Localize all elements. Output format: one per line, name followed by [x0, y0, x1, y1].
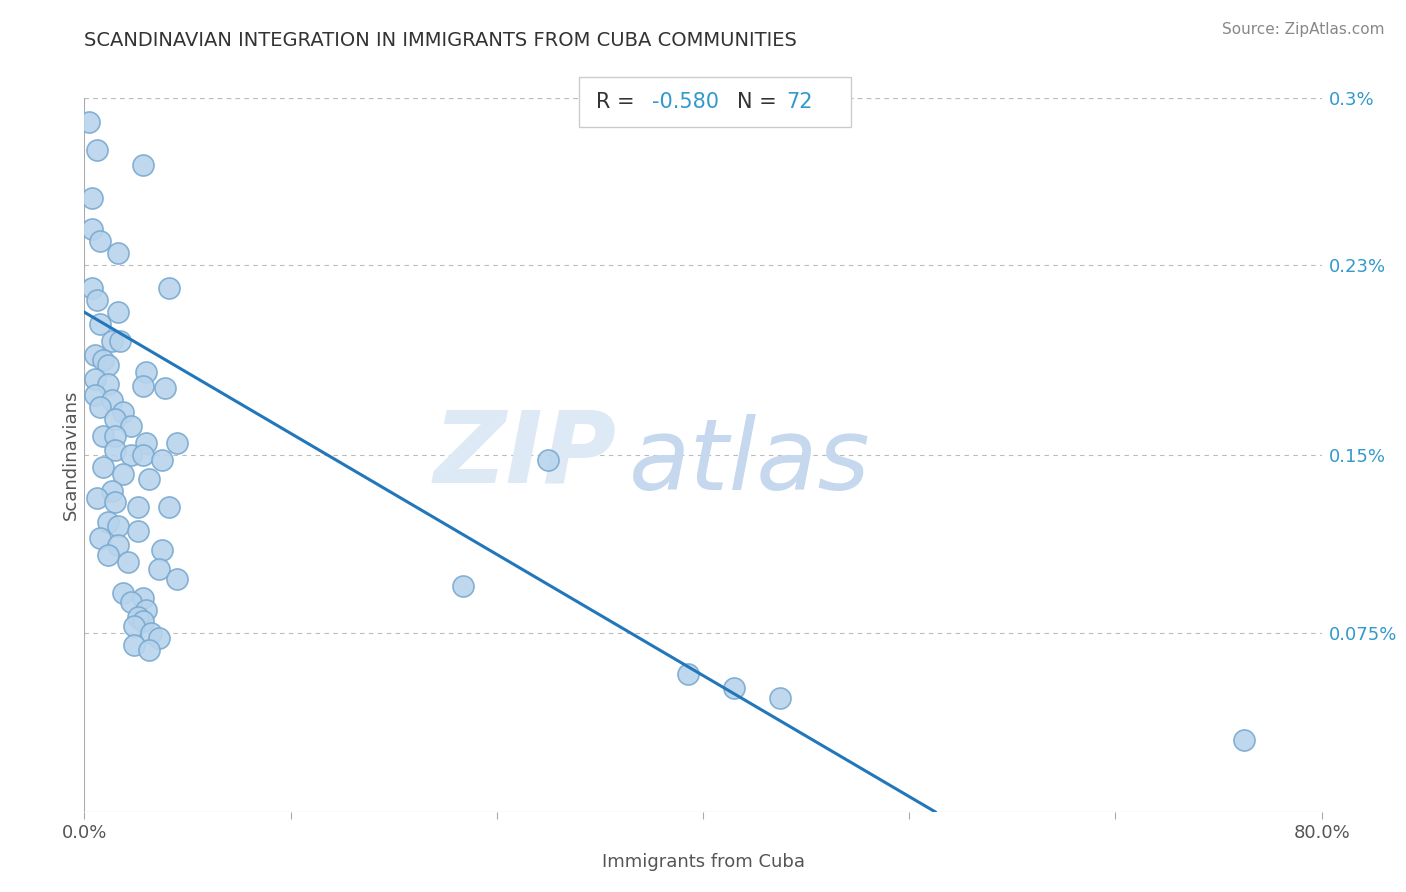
- Point: [112, 586, 135, 600]
- Text: Source: ZipAtlas.com: Source: ZipAtlas.com: [1222, 22, 1385, 37]
- Point: [120, 595, 142, 609]
- Point: [723, 681, 745, 695]
- Text: ZIP: ZIP: [433, 407, 616, 503]
- Point: [82, 191, 104, 205]
- Point: [112, 405, 135, 419]
- Point: [150, 452, 173, 467]
- Point: [148, 631, 170, 645]
- Point: [97, 358, 120, 372]
- Point: [120, 419, 142, 434]
- Point: [122, 638, 145, 652]
- Point: [77, 115, 100, 129]
- Point: [138, 643, 160, 657]
- Point: [89, 317, 111, 331]
- Point: [128, 524, 150, 538]
- Point: [101, 393, 124, 408]
- Point: [153, 381, 176, 395]
- Point: [132, 448, 155, 462]
- Point: [89, 531, 111, 545]
- Point: [138, 472, 160, 486]
- Point: [84, 388, 107, 402]
- Point: [101, 334, 124, 348]
- Point: [82, 222, 104, 236]
- Point: [91, 429, 114, 443]
- Point: [84, 348, 107, 362]
- Point: [148, 562, 170, 576]
- Point: [86, 491, 108, 505]
- Point: [84, 372, 107, 386]
- Point: [166, 572, 188, 586]
- Point: [101, 483, 124, 498]
- Point: [537, 452, 560, 467]
- Point: [108, 334, 131, 348]
- Point: [122, 619, 145, 633]
- Point: [139, 626, 162, 640]
- X-axis label: Immigrants from Cuba: Immigrants from Cuba: [602, 853, 804, 871]
- Point: [150, 543, 173, 558]
- Point: [89, 401, 111, 415]
- Text: atlas: atlas: [628, 414, 870, 510]
- Point: [89, 234, 111, 248]
- Point: [159, 500, 181, 515]
- Text: R =: R =: [596, 92, 641, 112]
- Point: [135, 436, 157, 450]
- Point: [107, 538, 129, 552]
- Point: [91, 459, 114, 474]
- Point: [107, 305, 129, 319]
- Point: [104, 443, 127, 458]
- Point: [453, 579, 475, 593]
- Point: [132, 158, 155, 172]
- Point: [135, 365, 157, 379]
- Point: [135, 602, 157, 616]
- Point: [132, 615, 155, 629]
- Point: [86, 293, 108, 308]
- Point: [91, 352, 114, 367]
- Point: [97, 515, 120, 529]
- Text: N =: N =: [737, 92, 783, 112]
- Point: [1233, 733, 1256, 747]
- Y-axis label: Scandinavians: Scandinavians: [62, 390, 80, 520]
- Point: [769, 690, 792, 705]
- Point: [82, 281, 104, 295]
- Point: [159, 281, 181, 295]
- Text: SCANDINAVIAN INTEGRATION IN IMMIGRANTS FROM CUBA COMMUNITIES: SCANDINAVIAN INTEGRATION IN IMMIGRANTS F…: [84, 31, 797, 50]
- Point: [128, 500, 150, 515]
- Point: [1341, 738, 1364, 752]
- Point: [132, 591, 155, 605]
- Text: 72: 72: [786, 92, 813, 112]
- Point: [112, 467, 135, 481]
- Text: -0.580: -0.580: [652, 92, 720, 112]
- Point: [97, 376, 120, 391]
- Point: [104, 495, 127, 509]
- Point: [104, 412, 127, 426]
- Point: [86, 144, 108, 158]
- Point: [107, 519, 129, 533]
- Point: [107, 245, 129, 260]
- Point: [128, 609, 150, 624]
- Point: [676, 666, 699, 681]
- Point: [117, 555, 139, 569]
- Point: [104, 429, 127, 443]
- Point: [166, 436, 188, 450]
- Point: [97, 548, 120, 562]
- Point: [120, 448, 142, 462]
- Point: [132, 379, 155, 393]
